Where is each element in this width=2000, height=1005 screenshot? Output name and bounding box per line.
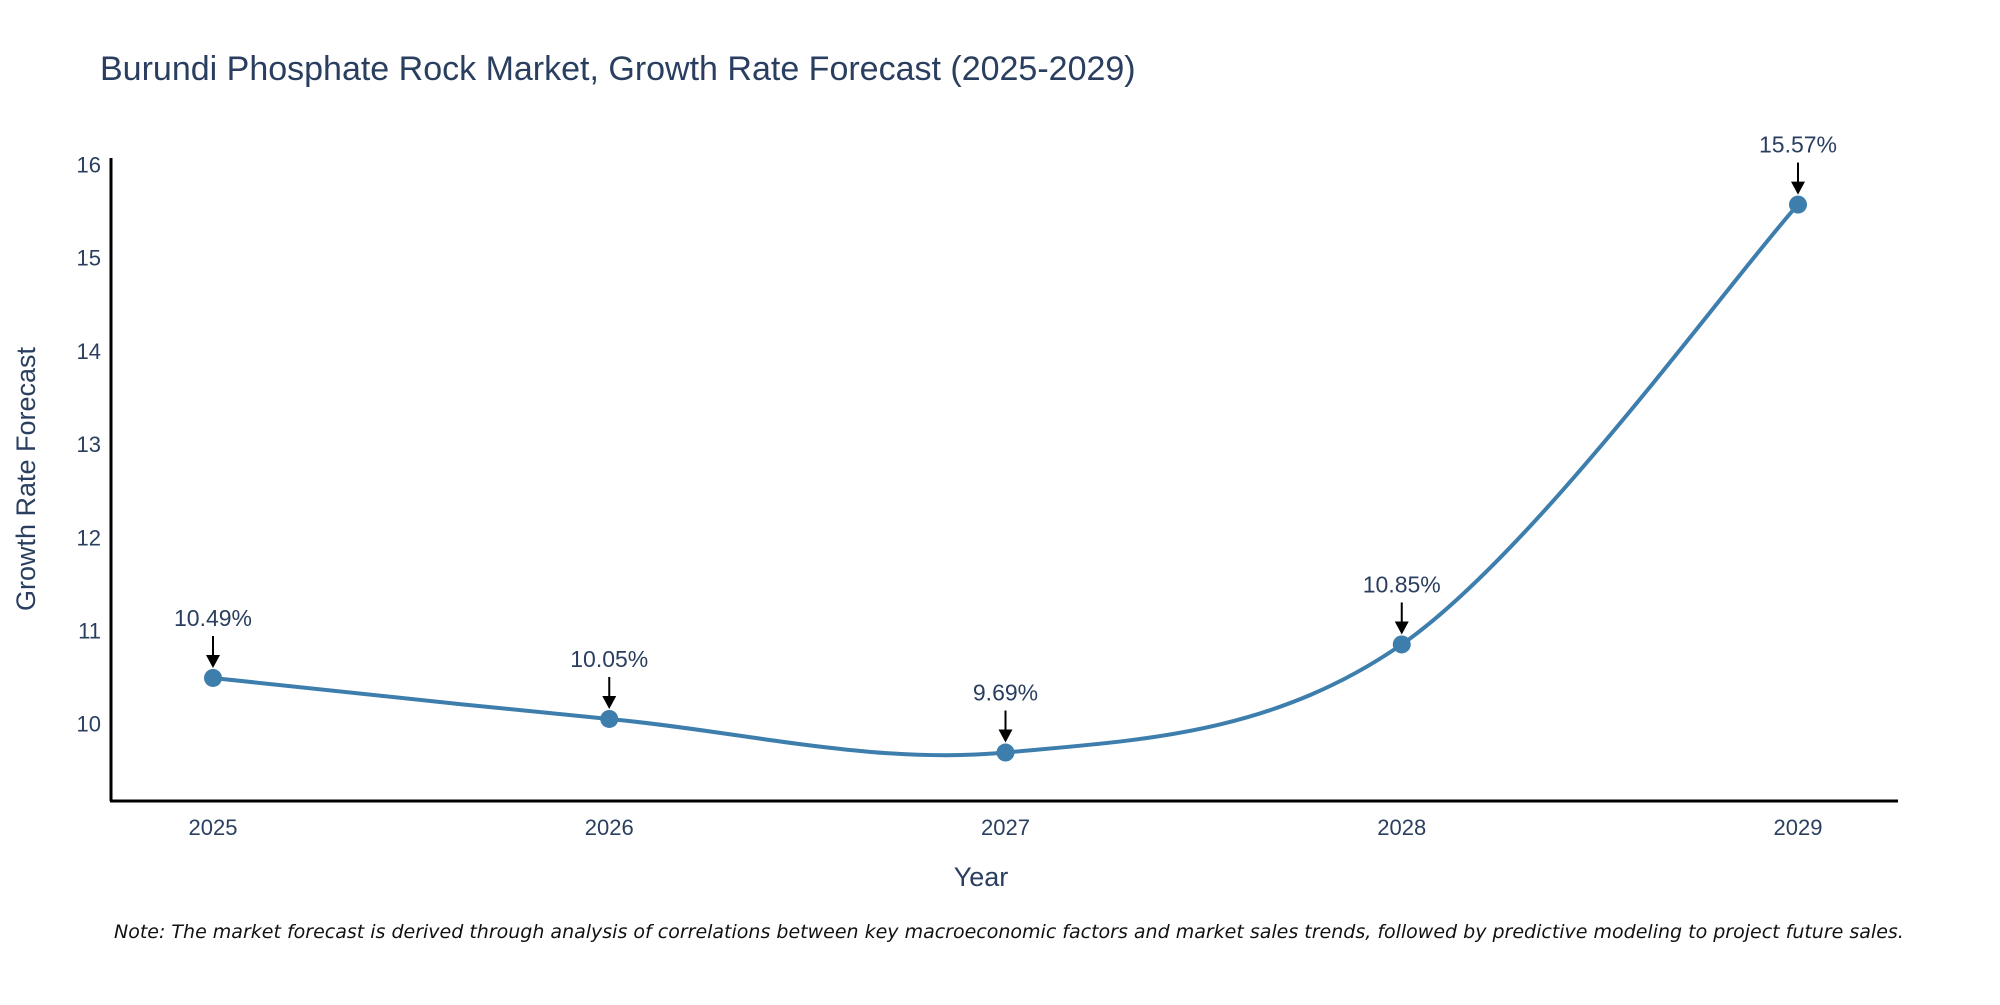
y-axis-title: Growth Rate Forecast: [11, 346, 41, 611]
data-point: [600, 709, 619, 728]
y-tick-label: 16: [77, 153, 101, 178]
x-tick-label: 2027: [981, 815, 1030, 840]
data-label: 10.49%: [174, 605, 252, 631]
annotation-arrowhead: [602, 695, 617, 709]
data-label: 15.57%: [1759, 132, 1837, 158]
y-tick-label: 14: [77, 339, 101, 364]
y-tick-label: 10: [77, 712, 101, 737]
x-tick-label: 2029: [1774, 815, 1823, 840]
annotation-arrowhead: [1394, 621, 1409, 635]
data-point: [1789, 195, 1807, 214]
annotation-arrowhead: [206, 654, 220, 668]
data-point: [204, 668, 222, 687]
data-label: 9.69%: [973, 680, 1038, 706]
annotation-arrowhead: [1791, 181, 1805, 195]
series-line: [211, 202, 1800, 758]
data-label: 10.05%: [570, 646, 648, 672]
y-axis-ticks: 10 11 12 13 14 15 16: [77, 153, 101, 737]
x-axis-title: Year: [954, 862, 1009, 892]
annotation-arrowhead: [998, 729, 1013, 743]
y-tick-label: 15: [77, 246, 101, 271]
data-point: [996, 743, 1015, 762]
data-annotations: 10.49% 10.05% 9.69% 10.85% 15.57%: [174, 132, 1837, 743]
x-axis-ticks: 2025 2026 2027 2028 2029: [189, 815, 1823, 840]
y-tick-label: 13: [77, 432, 101, 457]
x-tick-label: 2025: [189, 815, 238, 840]
x-tick-label: 2028: [1377, 815, 1426, 840]
y-tick-label: 12: [77, 525, 101, 550]
data-label: 10.85%: [1363, 571, 1441, 597]
data-markers: [204, 195, 1807, 762]
chart-title: Burundi Phosphate Rock Market, Growth Ra…: [100, 50, 1136, 88]
x-tick-label: 2026: [585, 815, 634, 840]
y-tick-label: 11: [78, 618, 101, 643]
footnote: Note: The market forecast is derived thr…: [114, 921, 1904, 943]
data-point: [1392, 635, 1411, 654]
